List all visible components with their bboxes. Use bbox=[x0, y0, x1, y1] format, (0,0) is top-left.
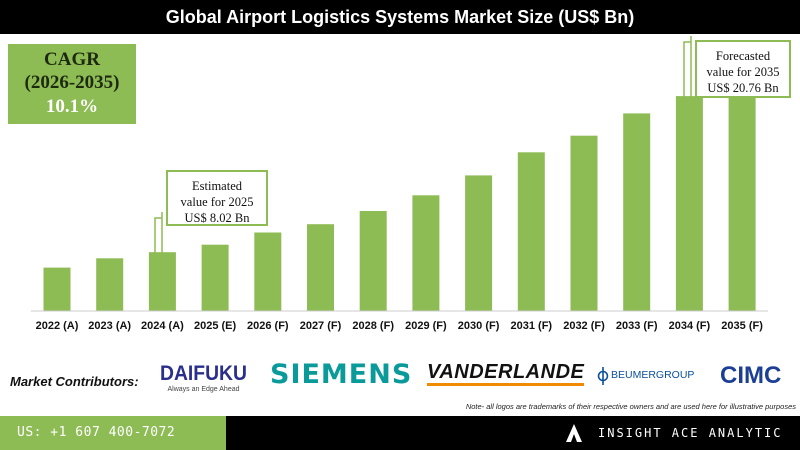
estimated-callout-bracket bbox=[154, 217, 162, 271]
market-contributors-label: Market Contributors: bbox=[10, 374, 139, 389]
x-tick-label: 2031 (F) bbox=[511, 320, 553, 332]
x-tick-label: 2033 (F) bbox=[616, 320, 658, 332]
x-tick-label: 2028 (F) bbox=[352, 320, 394, 332]
x-tick-label: 2030 (F) bbox=[458, 320, 500, 332]
bar-2027-f bbox=[307, 224, 334, 311]
cagr-box: CAGR (2026-2035) 10.1% bbox=[8, 44, 136, 124]
beumer-emblem-icon bbox=[597, 367, 609, 385]
cagr-period: (2026-2035) bbox=[24, 72, 120, 93]
estimated-callout: Estimated value for 2025 US$ 8.02 Bn bbox=[166, 170, 268, 226]
bar-2029-f bbox=[412, 195, 440, 311]
bar-2032-f bbox=[570, 135, 598, 311]
bar-2028-f bbox=[359, 211, 387, 311]
forecasted-line2: value for 2035 bbox=[706, 65, 780, 79]
x-tick-label: 2027 (F) bbox=[300, 320, 342, 332]
bar-2030-f bbox=[465, 175, 493, 311]
bar-2031-f bbox=[517, 152, 545, 311]
x-tick-label: 2034 (F) bbox=[669, 320, 711, 332]
x-tick-label: 2025 (E) bbox=[194, 320, 237, 332]
x-tick-label: 2023 (A) bbox=[88, 320, 131, 332]
chart-title: Global Airport Logistics Systems Market … bbox=[0, 0, 800, 34]
bar-chart: 2022 (A) 2023 (A) 2024 (A) 2025 (E) 2026 (F)… bbox=[31, 36, 769, 332]
forecasted-callout: Forecasted value for 2035 US$ 20.76 Bn bbox=[695, 40, 791, 98]
vanderlande-logo: VANDERLANDE bbox=[427, 362, 585, 386]
cagr-value: 10.1% bbox=[45, 96, 99, 117]
bar-2023-a bbox=[96, 258, 124, 311]
forecasted-line1: Forecasted bbox=[715, 49, 771, 63]
beumer-logo-text: BEUMERGROUP bbox=[611, 369, 695, 381]
x-tick-label: 2035 (F) bbox=[721, 320, 763, 332]
bar-2022-a bbox=[43, 267, 71, 311]
bar-2026-f bbox=[254, 232, 282, 311]
bar-2025-e bbox=[201, 244, 229, 311]
daifuku-tagline: Always an Edge Ahead bbox=[167, 386, 240, 393]
insight-ace-logo-icon bbox=[566, 424, 582, 442]
trademark-note: Note- all logos are trademarks of their … bbox=[465, 402, 796, 411]
bar-2033-f bbox=[623, 113, 651, 312]
siemens-logo: SIEMENS bbox=[270, 359, 413, 390]
estimated-line2: value for 2025 bbox=[180, 195, 254, 209]
cimc-logo: CIMC bbox=[720, 362, 782, 389]
footer-phone: US: +1 607 400-7072 bbox=[0, 416, 226, 450]
forecasted-callout-bracket bbox=[683, 41, 691, 99]
x-tick-label: 2024 (A) bbox=[141, 320, 184, 332]
daifuku-logo: DAIFUKU Always an Edge Ahead bbox=[156, 363, 251, 397]
footer-brand: INSIGHT ACE ANALYTIC bbox=[598, 426, 783, 440]
x-tick-label: 2022 (A) bbox=[36, 320, 79, 332]
cagr-label: CAGR bbox=[44, 49, 100, 70]
bar-2034-f bbox=[675, 96, 703, 311]
x-tick-label: 2032 (F) bbox=[563, 320, 605, 332]
footer-bar: US: +1 607 400-7072 INSIGHT ACE ANALYTIC bbox=[0, 416, 800, 450]
x-tick-label: 2029 (F) bbox=[405, 320, 447, 332]
daifuku-logo-text: DAIFUKU bbox=[160, 362, 247, 385]
x-tick-label: 2026 (F) bbox=[247, 320, 289, 332]
bar-2035-f bbox=[728, 70, 756, 312]
forecasted-line3: US$ 20.76 Bn bbox=[707, 81, 779, 95]
estimated-line3: US$ 8.02 Bn bbox=[184, 211, 250, 225]
estimated-line1: Estimated bbox=[192, 179, 242, 193]
